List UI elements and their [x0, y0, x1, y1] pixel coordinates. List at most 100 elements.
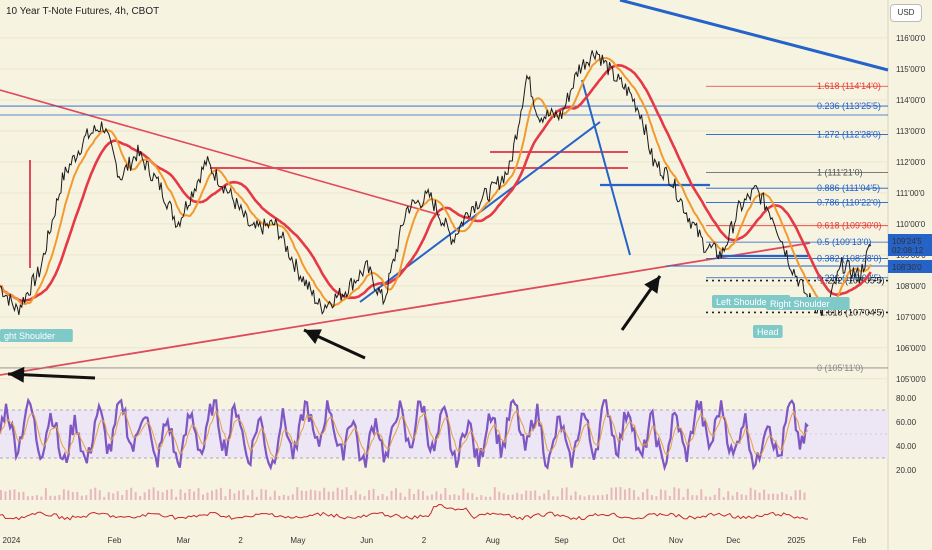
head-label: Head — [757, 327, 779, 337]
volume-bar — [453, 494, 456, 500]
volume-bar — [85, 495, 88, 500]
blue-resistance-trendline — [619, 0, 889, 72]
volume-bar — [614, 487, 617, 500]
volume-bar — [148, 489, 151, 500]
volume-bar — [740, 494, 743, 500]
volume-bar — [776, 493, 779, 500]
rsi-signal-line — [0, 409, 809, 459]
x-tick-label: Feb — [852, 536, 866, 545]
volume-bar — [152, 487, 155, 500]
volume-bar — [327, 491, 330, 500]
volume-bar — [161, 492, 164, 500]
fib-level-label: 0.382 (108'28'0) — [817, 254, 882, 264]
last-price-tag: 109'24'5 — [892, 237, 922, 246]
volume-bar — [395, 488, 398, 500]
volume-bar — [242, 489, 245, 500]
volume-bar — [31, 495, 34, 500]
x-tick-label: Feb — [108, 536, 122, 545]
volume-bar — [8, 490, 11, 500]
volume-bar — [767, 493, 770, 500]
volume-bar — [228, 488, 231, 500]
volume-bar — [439, 493, 442, 500]
volume-bar — [224, 496, 227, 500]
volume-bar — [390, 490, 393, 500]
volume-bar — [412, 493, 415, 500]
volume-bar — [188, 489, 191, 500]
volume-bar — [686, 488, 689, 500]
volume-bar — [408, 488, 411, 500]
volume-bar — [529, 490, 532, 500]
volume-bar — [659, 489, 662, 500]
volume-bar — [4, 491, 7, 500]
volume-bar — [76, 491, 79, 500]
volume-bar — [184, 492, 187, 500]
rsi-line — [0, 397, 809, 472]
volume-bar — [170, 489, 173, 500]
y-tick-label: 112'00'0 — [896, 158, 926, 167]
red-descending-trendline — [0, 89, 441, 216]
y-tick-label: 108'00'0 — [896, 282, 926, 291]
volume-bar — [628, 487, 631, 500]
currency-button[interactable]: USD — [890, 4, 922, 22]
volume-bar — [457, 495, 460, 500]
volume-bar — [646, 488, 649, 500]
fib-level-label: 1.618 (107'04'5) — [820, 307, 885, 317]
volume-bar — [448, 495, 451, 500]
annotation-arrow-head — [644, 276, 660, 294]
left-edge-shoulder-label: ght Shoulder — [4, 331, 55, 341]
x-tick-label: Aug — [486, 536, 500, 545]
volume-bar — [98, 490, 101, 500]
volume-bar — [444, 487, 447, 500]
volume-bar — [570, 495, 573, 500]
volume-bar — [197, 488, 200, 500]
right-shoulder-label-background — [766, 297, 850, 310]
volume-bar — [682, 496, 685, 500]
price-axis-background — [888, 0, 932, 550]
volume-bar — [417, 489, 420, 500]
volume-bar — [520, 494, 523, 500]
volume-bar — [601, 495, 604, 500]
fib-level-label: 0.5 (109'13'0) — [817, 237, 871, 247]
volume-bar — [404, 496, 406, 500]
volume-bar — [597, 495, 600, 500]
volume-bar — [372, 488, 375, 500]
volume-bar — [363, 495, 366, 500]
volume-bar — [58, 494, 61, 500]
volume-bar — [134, 492, 137, 500]
volume-bar — [399, 492, 402, 500]
volume-bar — [251, 489, 254, 500]
y-tick-label: 116'00'0 — [896, 34, 926, 43]
volume-bar — [722, 496, 725, 500]
volume-bar — [62, 489, 65, 500]
volume-bar — [107, 492, 110, 500]
volume-bar — [547, 489, 550, 500]
volume-bar — [22, 491, 25, 500]
volume-bar — [484, 496, 487, 500]
y-tick-label: 113'00'0 — [896, 127, 926, 136]
volume-bar — [40, 496, 43, 500]
volume-bar — [13, 489, 16, 500]
volume-bar — [318, 491, 321, 500]
volume-bar — [556, 496, 559, 500]
volume-bar — [763, 489, 766, 500]
volume-bar — [350, 495, 353, 500]
volume-bar — [565, 487, 568, 500]
volume-bar — [260, 489, 263, 500]
last-price-tag-background — [888, 234, 932, 256]
x-tick-label: Sep — [554, 536, 569, 545]
rsi-tick-label: 20.00 — [896, 466, 917, 475]
x-tick-label: 2024 — [3, 536, 21, 545]
volume-bar — [67, 490, 70, 500]
volume-bar — [94, 487, 97, 500]
volume-bar — [704, 496, 707, 500]
volume-bar — [677, 488, 680, 500]
volume-bar — [785, 494, 788, 500]
volume-bar — [291, 494, 294, 500]
x-tick-label: Mar — [176, 536, 190, 545]
volume-bar — [462, 488, 465, 500]
volume-bar — [305, 490, 308, 500]
volume-bar — [246, 495, 249, 500]
volume-bar — [475, 496, 478, 500]
fib-level-label: 1 (111'21'0) — [817, 167, 863, 177]
